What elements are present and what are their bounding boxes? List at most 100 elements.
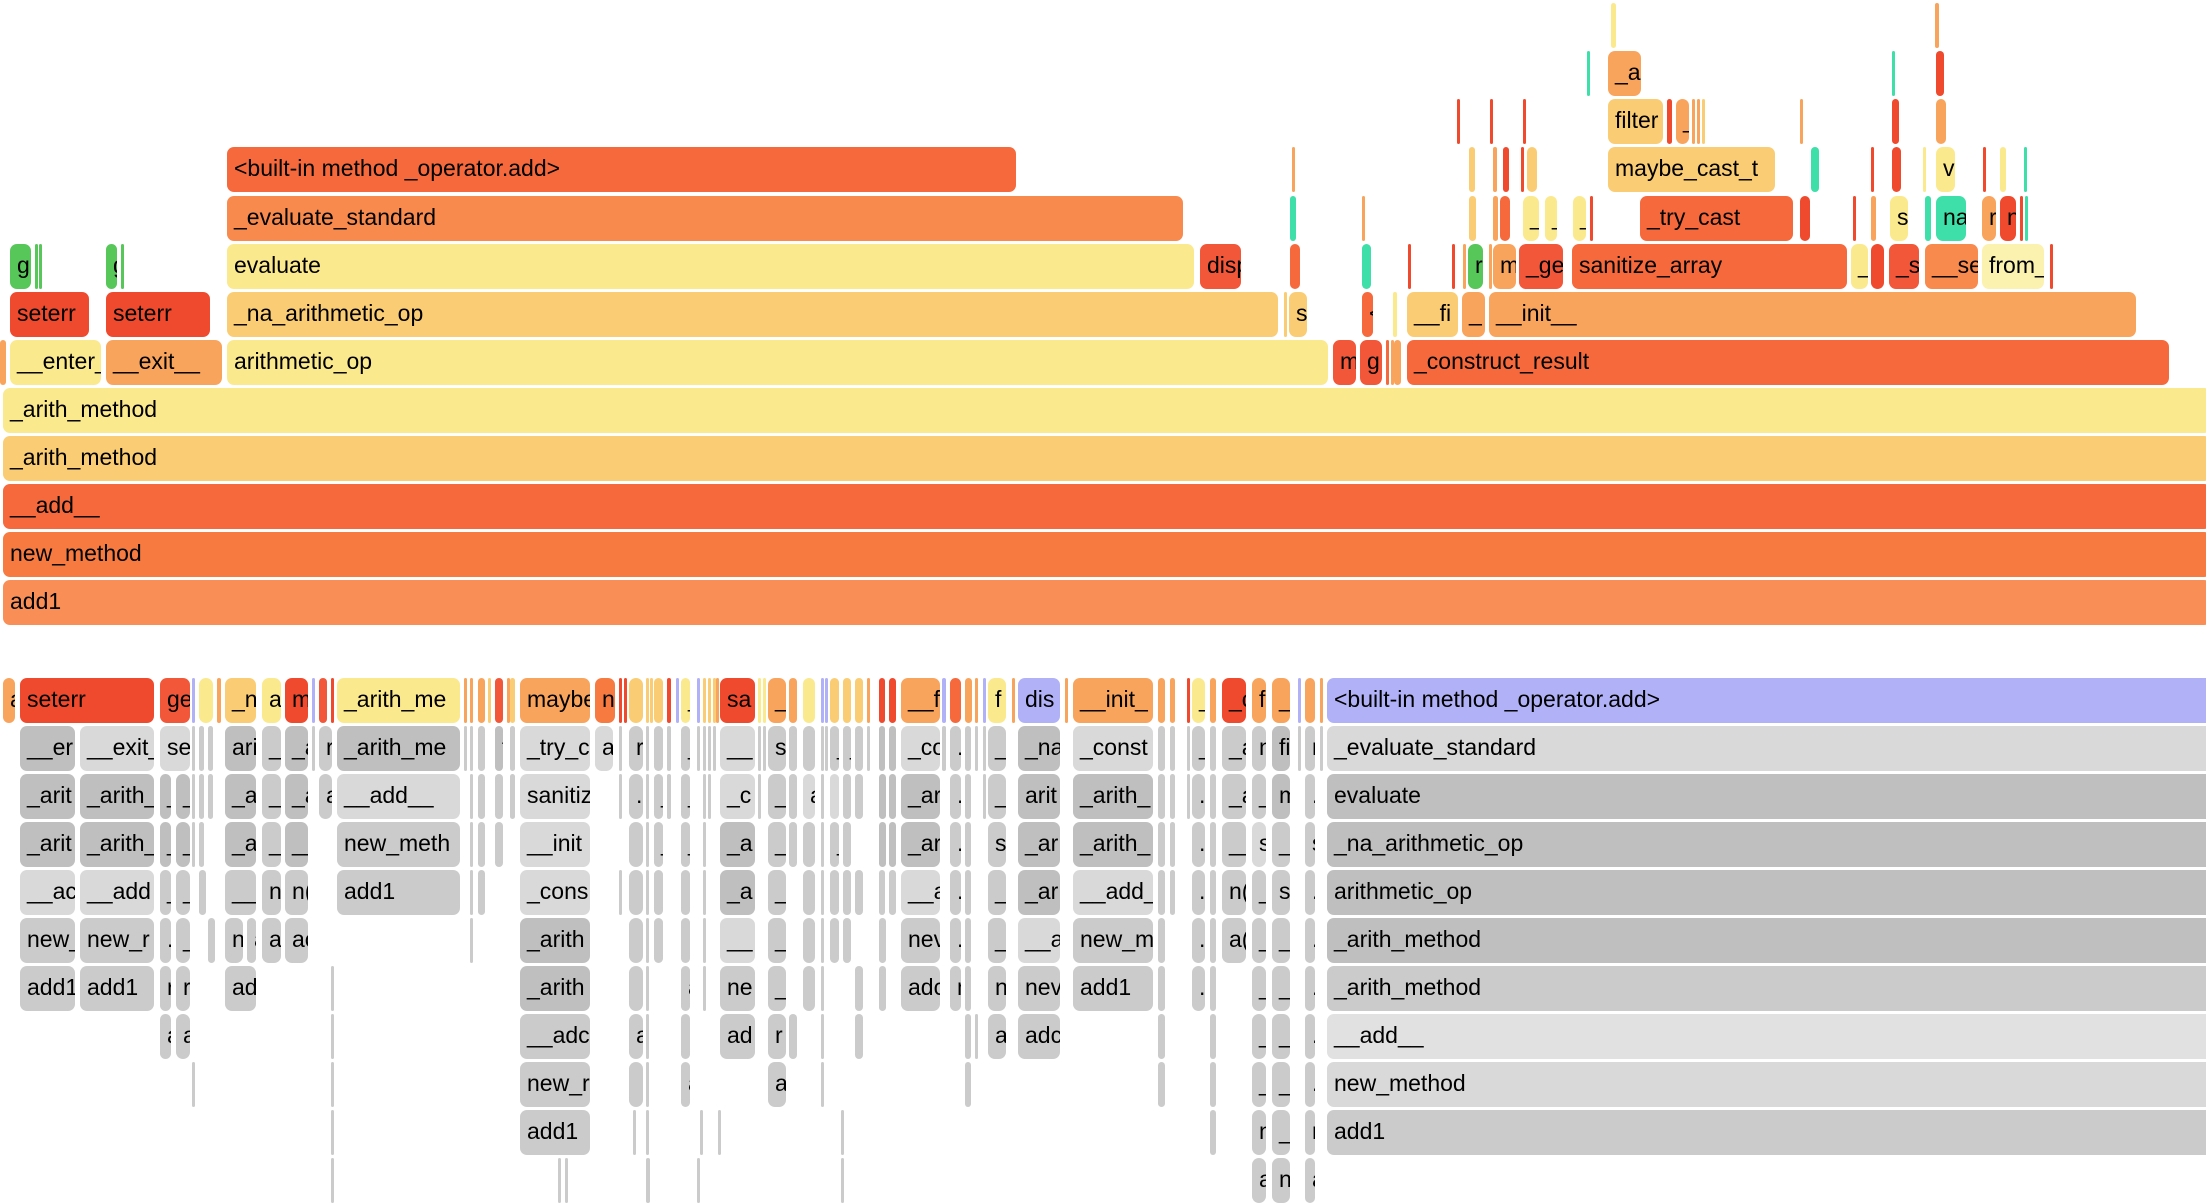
- frame-sliver[interactable]: [1170, 870, 1175, 915]
- frame-sliver[interactable]: [217, 678, 221, 723]
- frame-__add__[interactable]: __add__: [1327, 1014, 2206, 1059]
- frame-_co[interactable]: _co: [901, 726, 940, 771]
- frame-sliver[interactable]: [1925, 196, 1931, 241]
- frame-sliver[interactable]: [331, 1062, 334, 1107]
- frame-sliver[interactable]: [1362, 196, 1365, 241]
- frame-sliver[interactable]: [1210, 870, 1216, 915]
- frame-sliver[interactable]: [199, 726, 204, 771]
- frame-sliver[interactable]: [646, 918, 649, 963]
- frame-sliver[interactable]: [1452, 244, 1455, 289]
- frame-_[interactable]: _: [768, 966, 786, 1011]
- frame-<built-inmethod_operator.add>[interactable]: <built-in method _operator.add>: [1327, 678, 2206, 723]
- frame-n[interactable]: n: [1252, 726, 1266, 771]
- frame-_[interactable]: _: [160, 822, 171, 867]
- frame-sliver[interactable]: [1170, 774, 1175, 819]
- frame-_[interactable]: _: [988, 774, 1006, 819]
- frame-sliver[interactable]: [646, 1062, 649, 1107]
- frame-sliver[interactable]: [983, 774, 986, 819]
- frame-sliver[interactable]: [1320, 726, 1323, 771]
- frame-sliver[interactable]: [319, 678, 327, 723]
- frame-n[interactable]: n: [988, 966, 1006, 1011]
- frame-sliver[interactable]: [983, 678, 986, 723]
- frame-a[interactable]: a: [247, 918, 256, 963]
- frame-a[interactable]: a: [1305, 1158, 1315, 1203]
- frame-sliver[interactable]: [703, 918, 706, 963]
- frame-g[interactable]: g: [1360, 340, 1382, 385]
- frame-sliver[interactable]: [843, 918, 851, 963]
- frame-_[interactable]: _: [1272, 1062, 1290, 1107]
- frame-a[interactable]: a: [262, 918, 281, 963]
- frame-sliver[interactable]: [646, 774, 649, 819]
- frame-.[interactable]: .: [1192, 966, 1205, 1011]
- frame-nev[interactable]: nev: [1018, 966, 1060, 1011]
- frame-_[interactable]: _: [176, 870, 190, 915]
- frame-a[interactable]: a: [208, 918, 215, 963]
- frame-sliver[interactable]: [855, 726, 863, 771]
- frame-sliver[interactable]: [1853, 196, 1856, 241]
- frame-.[interactable]: .: [1305, 966, 1315, 1011]
- frame-sanitize_array[interactable]: sanitize_array: [1572, 244, 1847, 289]
- frame-sliver[interactable]: [703, 726, 706, 771]
- frame-.[interactable]: .: [889, 774, 896, 819]
- frame-_s[interactable]: _s: [1889, 244, 1919, 289]
- frame-sliver[interactable]: [619, 678, 622, 723]
- frame-_arith[interactable]: _arith: [520, 966, 590, 1011]
- frame-sliver[interactable]: [331, 678, 334, 723]
- frame-m[interactable]: m: [1493, 244, 1516, 289]
- frame-r[interactable]: r: [879, 918, 886, 963]
- frame-n[interactable]: n(: [1222, 870, 1246, 915]
- frame-sliver[interactable]: [821, 1062, 824, 1107]
- frame-i[interactable]: i: [965, 678, 972, 723]
- frame-sliver[interactable]: [1187, 774, 1190, 819]
- frame-add1[interactable]: add1: [3, 580, 2206, 625]
- frame-arithmetic_op[interactable]: arithmetic_op: [227, 340, 1328, 385]
- frame-sliver[interactable]: [1871, 196, 1876, 241]
- frame-__adc[interactable]: __adc: [520, 1014, 590, 1059]
- frame-sliver[interactable]: [331, 1110, 334, 1155]
- frame-g[interactable]: g: [106, 244, 117, 289]
- frame-sliver[interactable]: [879, 678, 885, 723]
- frame-sliver[interactable]: [789, 822, 797, 867]
- frame-_a[interactable]: _a: [1222, 726, 1246, 771]
- frame-add1[interactable]: add1: [1327, 1110, 2206, 1155]
- frame-__[interactable]: __: [720, 918, 755, 963]
- frame-sliver[interactable]: [1521, 147, 1524, 192]
- frame-sliver[interactable]: [619, 726, 622, 771]
- frame-sliver[interactable]: [703, 678, 706, 723]
- frame-s[interactable]: s: [1272, 870, 1290, 915]
- frame-_[interactable]: _: [681, 678, 690, 723]
- frame-a[interactable]: a: [988, 1014, 1006, 1059]
- frame-add1[interactable]: add1: [520, 1110, 590, 1155]
- frame-.[interactable]: .: [879, 822, 886, 867]
- frame-__add[interactable]: __add: [80, 870, 154, 915]
- frame-sliver[interactable]: [1892, 51, 1895, 96]
- frame-sliver[interactable]: [965, 1062, 971, 1107]
- frame-.[interactable]: .: [1192, 918, 1205, 963]
- frame-sliver[interactable]: [841, 1158, 844, 1203]
- frame-_n[interactable]: _n: [225, 678, 256, 723]
- frame-.[interactable]: .: [629, 774, 643, 819]
- frame-_[interactable]: _: [988, 918, 1006, 963]
- frame-ad[interactable]: ad: [225, 966, 256, 1011]
- frame-disp[interactable]: disp: [1200, 244, 1241, 289]
- frame-_[interactable]: _: [681, 774, 690, 819]
- frame-sliver[interactable]: [633, 1110, 636, 1155]
- frame-sliver[interactable]: [478, 822, 485, 867]
- frame-_construct_result[interactable]: _construct_result: [1407, 340, 2169, 385]
- frame-sliver[interactable]: [121, 244, 124, 289]
- frame-s[interactable]: s: [768, 726, 786, 771]
- frame-r[interactable]: r: [1305, 1110, 1315, 1155]
- frame-sliver[interactable]: [1292, 147, 1295, 192]
- frame-__add_[interactable]: __add_: [1073, 870, 1153, 915]
- frame-__ac[interactable]: __ac: [20, 870, 75, 915]
- frame-sliver[interactable]: [192, 726, 195, 771]
- frame-a[interactable]: a: [3, 678, 15, 723]
- frame-sliver[interactable]: [478, 774, 485, 819]
- frame-sliver[interactable]: [464, 678, 467, 723]
- frame-sliver[interactable]: [697, 678, 700, 723]
- frame-seterr[interactable]: seterr: [106, 292, 210, 337]
- frame-sliver[interactable]: [331, 966, 334, 1011]
- frame-_[interactable]: _: [1252, 1014, 1266, 1059]
- frame-_[interactable]: _: [1272, 822, 1290, 867]
- frame-n[interactable]: n: [1272, 1158, 1290, 1203]
